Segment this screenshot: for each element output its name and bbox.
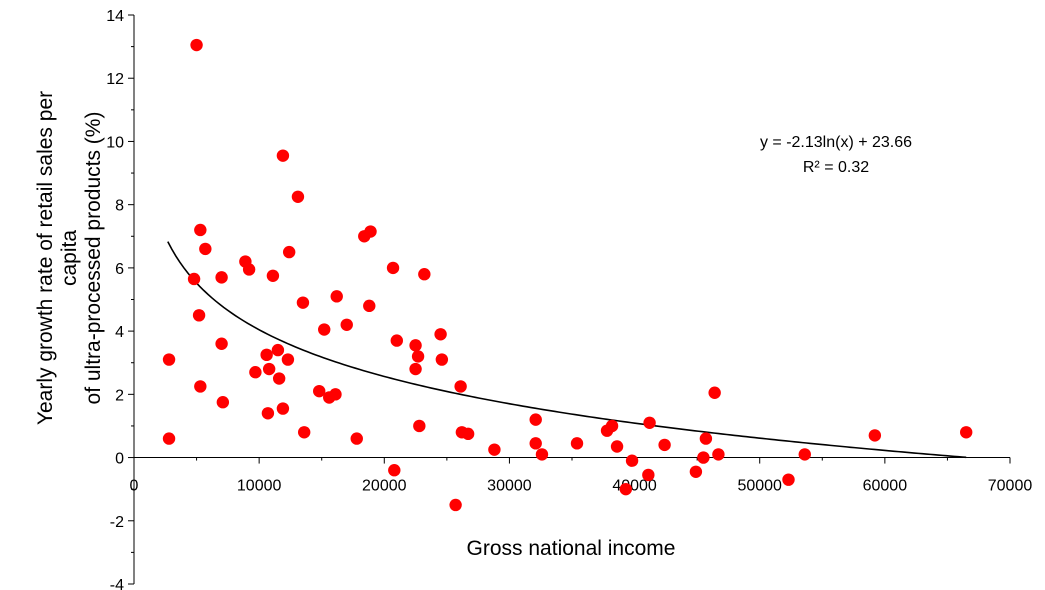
data-point bbox=[330, 290, 343, 303]
data-point bbox=[291, 190, 305, 203]
data-point bbox=[297, 426, 311, 439]
data-point bbox=[313, 384, 326, 398]
data-point bbox=[409, 362, 422, 376]
data-point bbox=[388, 464, 401, 477]
data-point bbox=[411, 350, 425, 363]
data-point bbox=[363, 299, 376, 313]
y-tick-label: 14 bbox=[106, 8, 124, 25]
data-point bbox=[190, 38, 203, 52]
data-point bbox=[261, 407, 275, 420]
data-point bbox=[199, 242, 212, 256]
data-point bbox=[329, 388, 342, 401]
data-point bbox=[454, 380, 467, 393]
y-tick-label: -4 bbox=[110, 577, 124, 590]
y-tick-label: 10 bbox=[106, 134, 124, 151]
data-point bbox=[449, 498, 462, 512]
data-point bbox=[488, 443, 501, 456]
data-point bbox=[642, 468, 655, 482]
trendline-equation: y = -2.13ln(x) + 23.66 bbox=[760, 134, 912, 151]
axes bbox=[128, 14, 1011, 585]
data-point bbox=[282, 245, 296, 259]
data-point bbox=[689, 465, 703, 478]
y-tick-label: 8 bbox=[115, 198, 124, 215]
y-axis-title-line-2: capita bbox=[58, 230, 81, 286]
data-point bbox=[960, 426, 973, 439]
data-point bbox=[187, 272, 201, 286]
x-tick-label: 70000 bbox=[988, 478, 1033, 495]
x-tick-label: 0 bbox=[130, 478, 139, 495]
data-point bbox=[358, 230, 371, 243]
data-point bbox=[610, 440, 624, 453]
trendline bbox=[167, 241, 967, 459]
data-point bbox=[340, 318, 353, 331]
data-point bbox=[281, 353, 295, 366]
data-point bbox=[643, 416, 656, 429]
data-point bbox=[434, 328, 447, 341]
data-point bbox=[535, 448, 549, 461]
y-axis-title-line-3: of ultra-processed products (%) bbox=[82, 112, 105, 405]
data-point bbox=[409, 339, 422, 352]
data-point bbox=[418, 268, 431, 281]
data-point bbox=[350, 432, 363, 445]
y-tick-label: 6 bbox=[115, 261, 124, 278]
x-tick-label: 20000 bbox=[362, 478, 407, 495]
y-tick-label: 0 bbox=[115, 451, 124, 468]
y-tick-label: 4 bbox=[115, 324, 124, 341]
data-point bbox=[215, 337, 228, 350]
data-point bbox=[868, 429, 882, 442]
data-point bbox=[529, 413, 542, 426]
y-axis-title-line-1: Yearly growth rate of retail sales per bbox=[34, 91, 57, 425]
data-point bbox=[162, 353, 176, 366]
data-point bbox=[619, 482, 633, 496]
data-point bbox=[162, 432, 176, 445]
data-point bbox=[194, 223, 207, 237]
data-point bbox=[697, 451, 710, 464]
data-point bbox=[271, 343, 285, 357]
data-point bbox=[413, 419, 426, 433]
data-point bbox=[249, 366, 262, 379]
y-axis-title: Yearly growth rate of retail sales per c… bbox=[34, 91, 105, 425]
trendline-r-squared: R² = 0.32 bbox=[803, 159, 869, 176]
x-tick-label: 30000 bbox=[487, 478, 532, 495]
data-point bbox=[625, 454, 639, 467]
x-axis-title: Gross national income bbox=[467, 537, 676, 560]
data-point bbox=[276, 149, 290, 162]
y-tick-label: 2 bbox=[115, 387, 124, 404]
data-point bbox=[296, 296, 310, 309]
x-tick-label: 60000 bbox=[863, 478, 908, 495]
data-point bbox=[216, 396, 230, 409]
data-point bbox=[215, 271, 228, 284]
data-point bbox=[708, 386, 721, 399]
data-point bbox=[435, 353, 449, 366]
data-point bbox=[266, 269, 280, 282]
data-point bbox=[570, 437, 584, 450]
y-tick-label: -2 bbox=[110, 514, 124, 531]
data-point bbox=[192, 309, 206, 322]
data-point bbox=[194, 380, 207, 393]
x-tick-label: 10000 bbox=[237, 478, 282, 495]
y-tick-label: 12 bbox=[106, 71, 124, 88]
data-point bbox=[386, 261, 400, 275]
data-points bbox=[162, 38, 973, 512]
data-point bbox=[272, 372, 286, 385]
data-point bbox=[262, 362, 276, 376]
data-point bbox=[712, 448, 725, 461]
data-point bbox=[699, 432, 713, 445]
data-point bbox=[461, 427, 475, 441]
data-point bbox=[658, 438, 671, 452]
data-point bbox=[318, 323, 331, 336]
data-point bbox=[390, 334, 403, 347]
data-point bbox=[260, 348, 273, 362]
data-point bbox=[276, 402, 290, 415]
data-point bbox=[242, 263, 256, 276]
data-point bbox=[600, 424, 614, 437]
data-point bbox=[782, 473, 795, 486]
data-point bbox=[529, 437, 542, 450]
x-tick-label: 50000 bbox=[737, 478, 782, 495]
data-point bbox=[798, 448, 811, 461]
